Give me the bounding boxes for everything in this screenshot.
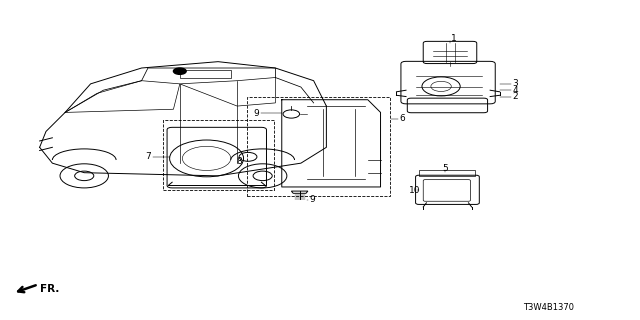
Bar bbox=[419, 170, 475, 177]
Bar bbox=[246, 97, 390, 196]
Text: FR.: FR. bbox=[40, 284, 59, 294]
Text: 6: 6 bbox=[399, 114, 405, 123]
Bar bbox=[163, 120, 274, 190]
Text: 9: 9 bbox=[253, 108, 259, 117]
Text: 3: 3 bbox=[513, 79, 518, 88]
Text: 9: 9 bbox=[310, 196, 316, 204]
Polygon shape bbox=[291, 191, 308, 193]
Circle shape bbox=[173, 68, 186, 74]
Text: T3W4B1370: T3W4B1370 bbox=[523, 303, 573, 312]
Text: 7: 7 bbox=[145, 152, 150, 161]
Bar bbox=[180, 69, 231, 77]
Text: 4: 4 bbox=[513, 86, 518, 95]
Text: 10: 10 bbox=[408, 186, 420, 195]
Text: 8: 8 bbox=[236, 157, 242, 166]
Text: 2: 2 bbox=[513, 92, 518, 101]
Text: 1: 1 bbox=[451, 34, 457, 43]
Text: 5: 5 bbox=[442, 164, 448, 173]
